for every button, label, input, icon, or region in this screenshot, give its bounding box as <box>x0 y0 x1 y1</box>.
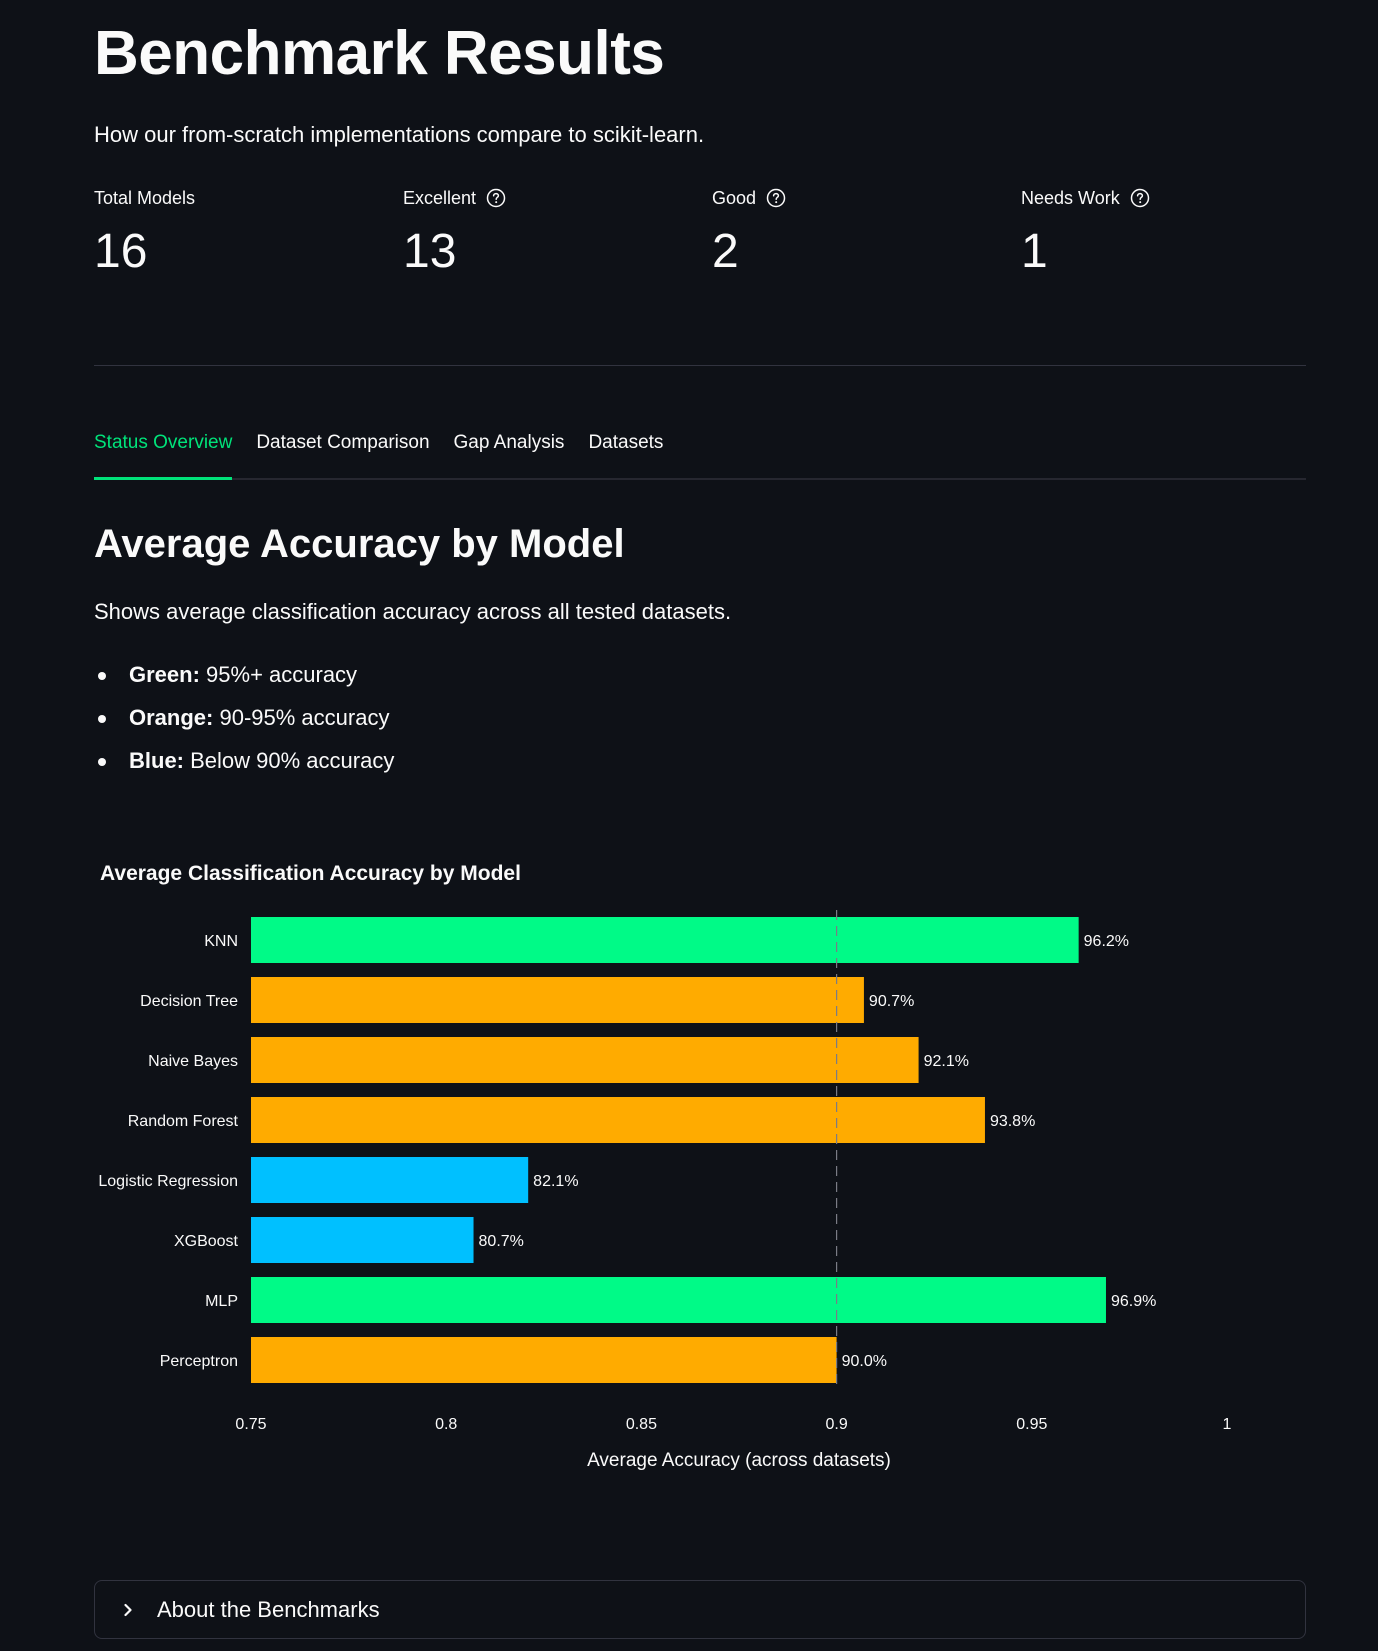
page-title: Benchmark Results <box>94 19 665 88</box>
bar-perceptron <box>251 1337 837 1383</box>
chart-title: Average Classification Accuracy by Model <box>100 862 521 885</box>
metric-label-text: Excellent <box>403 188 477 208</box>
x-tick-label: 0.8 <box>435 1416 457 1433</box>
metric-excellent: Excellent 13 <box>403 184 693 280</box>
category-label: Decision Tree <box>140 993 238 1010</box>
page-subtitle: How our from-scratch implementations com… <box>94 122 705 147</box>
metric-label: Total Models <box>94 184 384 212</box>
bar-xgboost <box>251 1217 474 1263</box>
x-tick-label: 0.9 <box>825 1416 847 1433</box>
category-label: MLP <box>205 1293 238 1310</box>
metric-value: 1 <box>1021 225 1048 278</box>
accuracy-bar-chart: KNN 96.2% Decision Tree 90.7% Naive Bayes 92.… <box>98 910 1232 1471</box>
x-tick-label: 0.75 <box>235 1416 266 1433</box>
metric-label: Good <box>712 184 1002 212</box>
category-label: KNN <box>204 933 238 950</box>
accuracy-chart: Average Classification Accuracy by Model… <box>94 850 1306 1530</box>
metric-label-text: Good <box>712 188 757 208</box>
tab-bar: Status Overview Dataset Comparison Gap A… <box>94 428 1306 480</box>
help-circle-icon[interactable] <box>1130 188 1150 208</box>
data-label: 82.1% <box>533 1173 578 1190</box>
help-circle-icon[interactable] <box>486 188 506 208</box>
bar-naive-bayes <box>251 1037 919 1083</box>
data-label: 90.7% <box>869 993 914 1010</box>
bar-logistic-regression <box>251 1157 529 1203</box>
metric-label: Excellent <box>403 184 693 212</box>
tab-gap-analysis[interactable]: Gap Analysis <box>453 432 565 453</box>
data-label: 96.9% <box>1111 1293 1156 1310</box>
category-label: Logistic Regression <box>98 1173 238 1190</box>
legend-text: 90-95% accuracy <box>213 705 390 730</box>
legend-term: Green: <box>129 662 200 687</box>
tab-dataset-comparison[interactable]: Dataset Comparison <box>256 432 430 453</box>
metric-good: Good 2 <box>712 184 1002 280</box>
data-label: 96.2% <box>1084 933 1129 950</box>
legend-item-orange: Orange: 90-95% accuracy <box>94 703 394 733</box>
section-title: Average Accuracy by Model <box>94 522 625 566</box>
legend-item-green: Green: 95%+ accuracy <box>94 660 394 690</box>
metric-label-text: Total Models <box>94 188 196 208</box>
bar-random-forest <box>251 1097 985 1143</box>
bar-knn <box>251 917 1079 963</box>
x-tick-label: 0.95 <box>1016 1416 1047 1433</box>
category-label: Random Forest <box>128 1113 239 1130</box>
metric-needs-work: Needs Work 1 <box>1021 184 1311 280</box>
legend-term: Blue: <box>129 748 184 773</box>
bar-mlp <box>251 1277 1106 1323</box>
legend-text: Below 90% accuracy <box>184 748 395 773</box>
section-description: Shows average classification accuracy ac… <box>94 599 732 624</box>
metric-value: 2 <box>712 225 739 278</box>
color-legend-list: Green: 95%+ accuracy Orange: 90-95% accu… <box>94 660 394 789</box>
metric-value: 13 <box>403 225 457 278</box>
tab-datasets[interactable]: Datasets <box>588 432 664 453</box>
legend-item-blue: Blue: Below 90% accuracy <box>94 746 394 776</box>
chevron-right-icon <box>124 1603 132 1616</box>
legend-term: Orange: <box>129 705 214 730</box>
category-label: Naive Bayes <box>148 1053 238 1070</box>
data-label: 93.8% <box>990 1113 1035 1130</box>
about-benchmarks-expander[interactable]: About the Benchmarks <box>94 1580 1306 1639</box>
expander-label: About the Benchmarks <box>157 1596 380 1622</box>
section-divider <box>94 365 1306 366</box>
x-tick-label: 1 <box>1223 1416 1232 1433</box>
help-circle-icon[interactable] <box>766 188 786 208</box>
metric-value: 16 <box>94 225 148 278</box>
x-tick-label: 0.85 <box>626 1416 657 1433</box>
category-label: Perceptron <box>160 1353 238 1370</box>
data-label: 92.1% <box>924 1053 969 1070</box>
metric-label: Needs Work <box>1021 184 1311 212</box>
bar-decision-tree <box>251 977 864 1023</box>
data-label: 90.0% <box>842 1353 887 1370</box>
metric-label-text: Needs Work <box>1021 188 1120 208</box>
x-axis-label: Average Accuracy (across datasets) <box>587 1450 891 1471</box>
category-label: XGBoost <box>174 1233 239 1250</box>
legend-text: 95%+ accuracy <box>199 662 358 687</box>
tab-status-overview[interactable]: Status Overview <box>94 428 233 480</box>
data-label: 80.7% <box>479 1233 524 1250</box>
metric-total-models: Total Models 16 <box>94 184 384 280</box>
